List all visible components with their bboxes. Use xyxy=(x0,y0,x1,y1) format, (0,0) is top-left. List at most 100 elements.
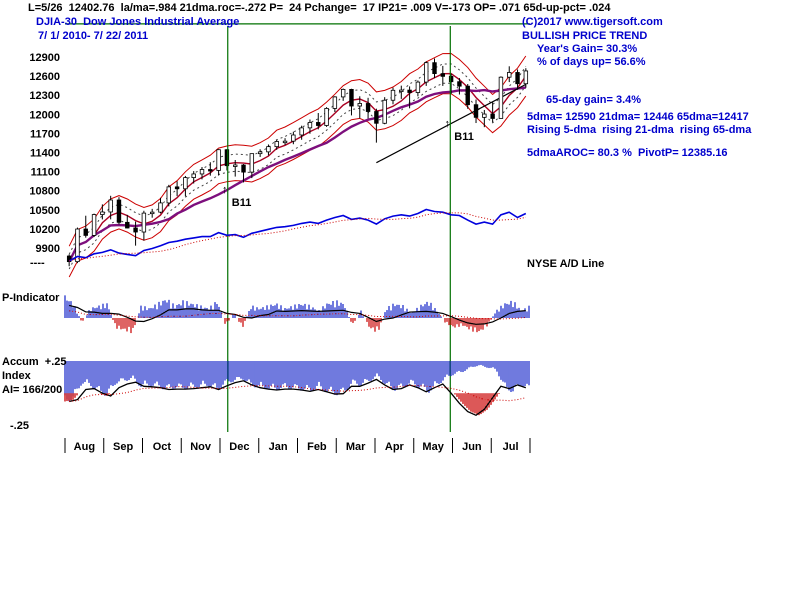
lower-inner-dotted-band xyxy=(68,82,527,270)
candle-body xyxy=(448,75,454,83)
candle-body xyxy=(91,214,97,236)
candle-body xyxy=(158,202,163,213)
candle-body xyxy=(183,177,188,190)
ma-65dma-line xyxy=(68,86,526,263)
candle-body xyxy=(365,103,371,112)
candle-body xyxy=(357,103,362,107)
candle-body xyxy=(340,89,346,98)
candle-body xyxy=(424,62,429,83)
candle-body xyxy=(399,89,404,93)
price-axis-label: 12000 xyxy=(29,109,60,121)
month-label: Nov xyxy=(190,441,212,453)
candle-body xyxy=(332,96,338,109)
buy-signal-label: B11 xyxy=(232,197,252,209)
candle-body xyxy=(199,169,205,175)
price-axis-label: 10500 xyxy=(29,205,60,217)
price-axis-label: 11400 xyxy=(30,148,60,160)
candle-body xyxy=(440,73,446,77)
candle-body xyxy=(141,212,147,233)
candle-body xyxy=(66,255,72,263)
month-label: Aug xyxy=(74,441,95,453)
month-label: Mar xyxy=(346,441,366,453)
candle-body xyxy=(233,164,238,167)
month-label: May xyxy=(422,441,444,453)
price-axis-label: 10800 xyxy=(29,186,60,198)
copyright-label: (C)2017 www.tigersoft.com xyxy=(522,16,663,28)
price-axis-label: 9900 xyxy=(36,243,60,255)
ad-line-label: NYSE A/D Line xyxy=(527,258,605,270)
candle-body xyxy=(324,108,329,126)
candle-body xyxy=(282,140,288,144)
lower-band-line xyxy=(68,93,527,278)
gain-65d-label: 65-day gain= 3.4% xyxy=(546,94,642,106)
minus-25-label: -.25 xyxy=(10,420,29,432)
candle-body xyxy=(291,134,296,142)
candle-body xyxy=(75,228,80,263)
candle-body xyxy=(432,62,437,75)
buy-signal-arrow-icon: ↑ xyxy=(222,184,228,196)
candle-body xyxy=(208,169,213,172)
month-label: Dec xyxy=(229,441,249,453)
price-axis-label: 12300 xyxy=(29,90,60,102)
accum-line xyxy=(69,378,527,417)
candle-body xyxy=(191,173,196,178)
candle-body xyxy=(490,113,495,119)
price-axis-label: 11100 xyxy=(31,167,60,179)
trend-label: BULLISH PRICE TREND xyxy=(522,30,648,42)
dma-trends-label: Rising 5-dma rising 21-dma rising 65-dma xyxy=(527,124,752,136)
candle-body xyxy=(249,153,255,173)
month-label: Sep xyxy=(113,441,133,453)
stats-line: L=5/26 12402.76 la/ma=.984 21dma.roc=-.2… xyxy=(28,2,611,14)
ad-ma-dotted-line xyxy=(69,212,526,262)
candle-body xyxy=(316,122,321,126)
candle-body xyxy=(149,211,155,215)
buy-signal-arrow-icon: ↑ xyxy=(445,118,451,130)
accum-label: Accum +.25 xyxy=(2,356,67,368)
candle-body xyxy=(216,149,221,171)
dma-values-label: 5dma= 12590 21dma= 12446 65dma=12417 xyxy=(527,111,749,123)
buy-signal-label: B11 xyxy=(454,131,474,143)
candle-body xyxy=(274,141,279,148)
symbol-title: DJIA-30 Dow Jones Industrial Average xyxy=(36,16,240,28)
price-axis-label: 12900 xyxy=(29,52,60,64)
month-label: Jul xyxy=(503,441,519,453)
candle-body xyxy=(133,227,138,233)
candle-body xyxy=(241,164,246,173)
p-indicator-label: P-Indicator xyxy=(2,292,60,304)
candle-body xyxy=(299,127,304,136)
days-up-label: % of days up= 56.6% xyxy=(537,56,646,68)
month-label: Jan xyxy=(269,441,288,453)
candle-body xyxy=(100,211,105,215)
ma-21dma-line xyxy=(68,72,527,262)
candle-body xyxy=(507,72,512,78)
candle-body xyxy=(349,89,354,107)
candle-body xyxy=(415,81,421,93)
candle-body xyxy=(523,70,529,85)
ad-baseline-marker: ---- xyxy=(30,257,45,269)
candle-body xyxy=(266,146,271,153)
p-indicator-ma-dotted xyxy=(69,310,526,320)
candle-body xyxy=(374,111,379,124)
month-label: Feb xyxy=(307,441,327,453)
candle-body xyxy=(125,221,130,229)
candle-body xyxy=(174,186,180,190)
price-axis-label: 11700 xyxy=(30,128,60,140)
candle-body xyxy=(457,81,462,87)
candle-body xyxy=(482,113,487,118)
candle-body xyxy=(465,85,470,106)
candle-body xyxy=(83,228,88,236)
candle-body xyxy=(307,122,313,129)
price-axis-label: 12600 xyxy=(29,71,60,83)
candle-body xyxy=(382,99,387,124)
month-label: Jun xyxy=(462,441,482,453)
candle-body xyxy=(224,149,230,167)
date-range-label: 7/ 1/ 2010- 7/ 22/ 2011 xyxy=(38,30,149,42)
candle-body xyxy=(473,104,479,118)
month-label: Oct xyxy=(153,441,172,453)
ai-value-label: AI= 166/200 xyxy=(2,384,63,396)
month-label: Apr xyxy=(385,441,405,453)
candle-body xyxy=(166,186,171,204)
candle-body xyxy=(390,89,396,101)
candle-body xyxy=(515,72,520,85)
